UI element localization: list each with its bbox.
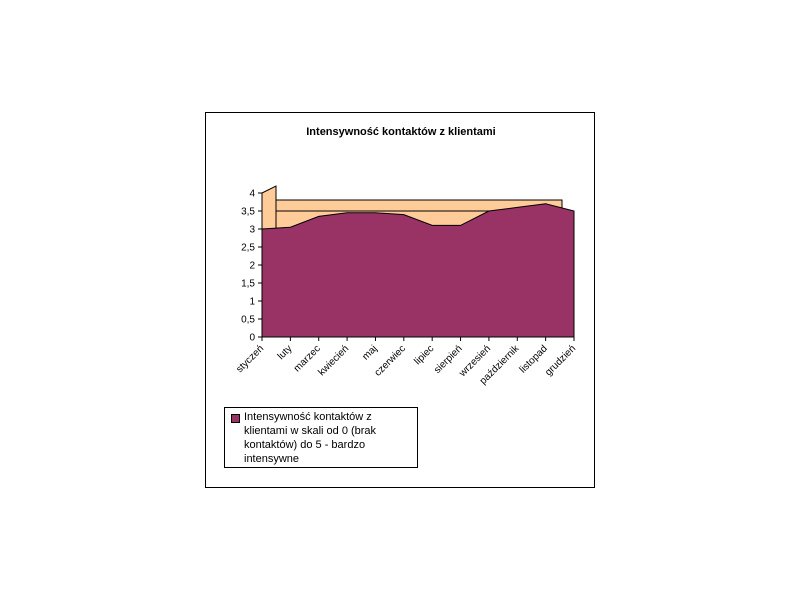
x-tick-label: kwiecień (316, 343, 351, 378)
x-tick-label: grudzień (543, 343, 578, 378)
chart-frame: Intensywność kontaktów z klientami 0 0,5 1… (205, 112, 595, 488)
series-area (261, 203, 575, 338)
area-chart: Intensywność kontaktów z klientami 0 0,5 1… (234, 126, 578, 387)
y-tick-label: 2,5 (241, 243, 255, 254)
x-tick-label: lipiec (412, 343, 436, 367)
y-tick-label: 1 (249, 297, 255, 308)
y-tick-label: 3,5 (241, 207, 255, 218)
y-tick-label: 0 (249, 333, 255, 344)
x-tick-label: maj (360, 343, 379, 362)
y-tick-label: 1,5 (241, 279, 255, 290)
y-tick-label: 3 (249, 225, 255, 236)
y-tick-label: 4 (249, 189, 255, 200)
x-tick-label: czerwiec (373, 343, 408, 378)
x-tick-label: styczeń (234, 343, 266, 375)
legend: Intensywność kontaktów z klientami w ska… (224, 407, 418, 468)
chart-title: Intensywność kontaktów z klientami (306, 126, 496, 138)
legend-label: Intensywność kontaktów z klientami w ska… (244, 411, 377, 465)
y-tick-label: 2 (249, 261, 255, 272)
y-tick-label: 0,5 (241, 315, 255, 326)
x-tick-label: luty (276, 343, 295, 362)
legend-swatch (231, 414, 240, 423)
